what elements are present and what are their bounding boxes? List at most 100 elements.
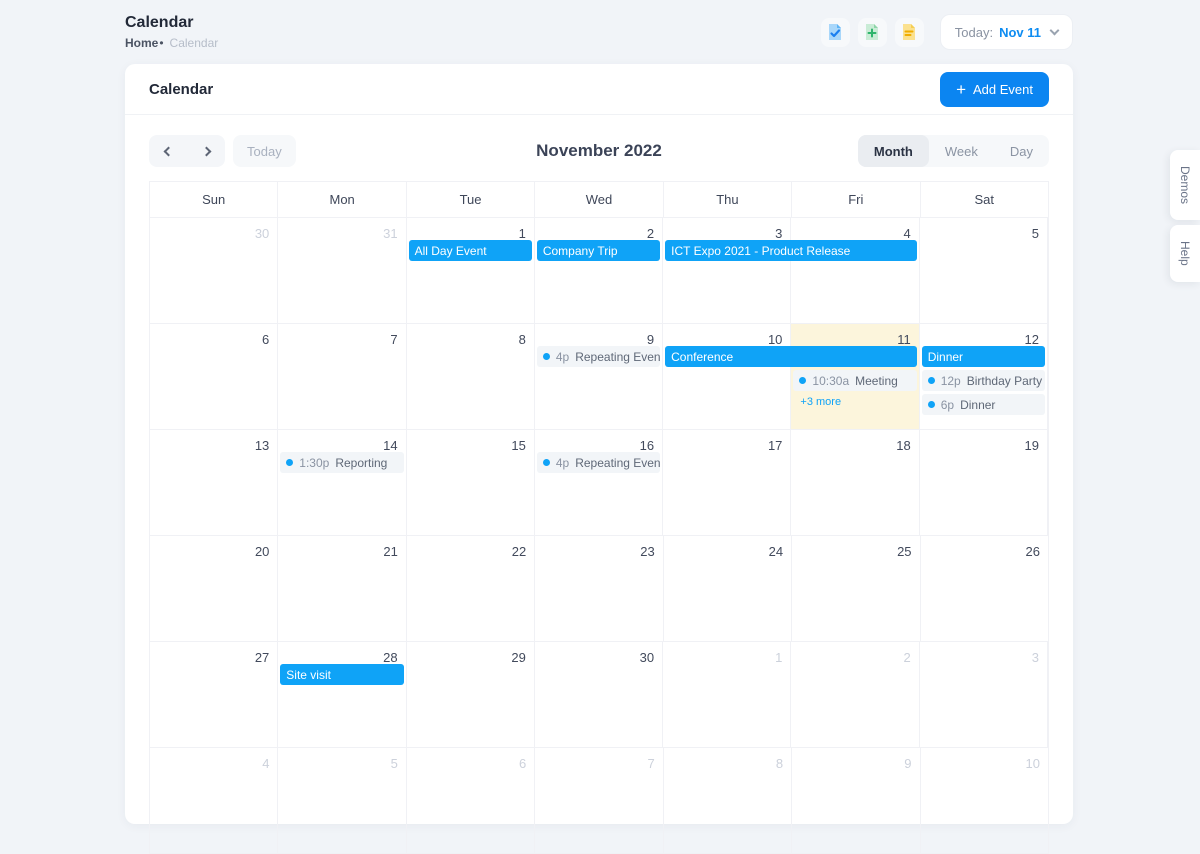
day-number: 7 bbox=[647, 756, 655, 771]
day-cell[interactable]: 27 bbox=[150, 642, 279, 747]
event-bar[interactable]: Conference bbox=[665, 346, 917, 367]
day-number: 9 bbox=[646, 332, 655, 347]
day-cell[interactable]: 23 bbox=[535, 536, 664, 641]
page-heading: Calendar Home• Calendar bbox=[125, 14, 218, 50]
event-bar[interactable]: ICT Expo 2021 - Product Release bbox=[665, 240, 917, 261]
day-cell[interactable]: 30 bbox=[535, 642, 664, 747]
day-number: 10 bbox=[767, 332, 783, 347]
event-title: Repeating Event bbox=[575, 349, 661, 364]
day-number: 2 bbox=[646, 226, 655, 241]
day-number: 25 bbox=[897, 544, 912, 559]
today-date-dropdown[interactable]: Today: Nov 11 bbox=[939, 14, 1073, 50]
prev-next-group bbox=[149, 135, 225, 167]
day-cell[interactable]: 12 bbox=[920, 324, 1048, 429]
top-header: Calendar Home• Calendar bbox=[125, 0, 1073, 64]
day-number: 23 bbox=[640, 544, 655, 559]
day-number: 5 bbox=[390, 756, 398, 771]
add-event-button[interactable]: + Add Event bbox=[940, 71, 1049, 107]
day-cell[interactable]: 9 bbox=[535, 324, 664, 429]
day-cell[interactable]: 9 bbox=[792, 748, 921, 853]
prev-month-button[interactable] bbox=[149, 135, 187, 167]
day-cell[interactable]: 2 bbox=[791, 642, 920, 747]
day-cell[interactable]: 24 bbox=[664, 536, 793, 641]
day-cell[interactable]: 6 bbox=[407, 748, 536, 853]
day-number: 28 bbox=[383, 650, 398, 665]
day-cell[interactable]: 10 bbox=[921, 748, 1048, 853]
day-cell[interactable]: 6 bbox=[150, 324, 279, 429]
day-cell[interactable]: 29 bbox=[407, 642, 535, 747]
day-cell[interactable]: 4 bbox=[791, 218, 920, 323]
day-cell[interactable]: 3 bbox=[920, 642, 1048, 747]
event-dot-icon bbox=[799, 377, 807, 384]
day-header: Tue bbox=[407, 182, 536, 217]
day-cell[interactable]: 30 bbox=[150, 218, 279, 323]
add-event-label: Add Event bbox=[973, 81, 1033, 97]
view-week-button[interactable]: Week bbox=[929, 135, 994, 167]
side-tab-demos[interactable]: Demos bbox=[1170, 150, 1200, 221]
day-cell[interactable]: 3 bbox=[663, 218, 792, 323]
view-day-button[interactable]: Day bbox=[994, 135, 1049, 167]
event-pill[interactable]: 12p Birthday Party bbox=[921, 370, 1045, 391]
more-events-link[interactable]: +3 more bbox=[800, 396, 842, 408]
today-button[interactable]: Today bbox=[233, 135, 296, 167]
day-header: Mon bbox=[278, 182, 407, 217]
day-cell[interactable]: 19 bbox=[920, 430, 1048, 535]
side-tabs: Demos Help bbox=[1170, 150, 1200, 282]
side-tab-help[interactable]: Help bbox=[1170, 225, 1200, 282]
day-cell[interactable]: 13 bbox=[150, 430, 279, 535]
event-dot-icon bbox=[542, 459, 550, 466]
day-number: 8 bbox=[518, 332, 526, 347]
day-cell[interactable]: 10 bbox=[663, 324, 792, 429]
day-cell[interactable]: 5 bbox=[920, 218, 1048, 323]
day-cell[interactable]: 22 bbox=[407, 536, 536, 641]
day-cell[interactable]: 1 bbox=[663, 642, 792, 747]
day-cell[interactable]: 2 bbox=[535, 218, 664, 323]
event-time: 10:30a bbox=[812, 373, 850, 388]
day-cell[interactable]: 21 bbox=[278, 536, 407, 641]
file-text-button[interactable] bbox=[894, 17, 924, 47]
breadcrumb-separator: • bbox=[159, 36, 164, 50]
day-cell[interactable]: 20 bbox=[150, 536, 279, 641]
next-month-button[interactable] bbox=[187, 135, 225, 167]
day-cell[interactable]: 8 bbox=[664, 748, 793, 853]
day-cell[interactable]: 31 bbox=[278, 218, 407, 323]
event-bar[interactable]: All Day Event bbox=[408, 240, 532, 261]
event-pill[interactable]: 4p Repeating Event bbox=[536, 452, 661, 473]
event-bar[interactable]: Company Trip bbox=[536, 240, 661, 261]
file-plus-button[interactable] bbox=[857, 17, 887, 47]
day-cell[interactable]: 1 bbox=[407, 218, 535, 323]
file-check-button[interactable] bbox=[820, 17, 850, 47]
event-pill[interactable]: 1:30p Reporting bbox=[280, 452, 404, 473]
day-number: 11 bbox=[897, 332, 911, 347]
day-cell[interactable]: 26 bbox=[921, 536, 1048, 641]
event-bar[interactable]: Dinner bbox=[921, 346, 1045, 367]
day-cell[interactable]: 17 bbox=[663, 430, 792, 535]
event-pill[interactable]: 4p Repeating Event bbox=[536, 346, 661, 367]
day-cell[interactable]: 7 bbox=[278, 324, 407, 429]
event-pill[interactable]: 10:30a Meeting bbox=[793, 370, 917, 391]
day-header: Sat bbox=[974, 192, 994, 207]
day-cell[interactable]: 8 bbox=[407, 324, 535, 429]
day-cell[interactable]: 14 bbox=[278, 430, 407, 535]
calendar-week-row: 6 7 8 9 10 11 12 4p Repeating Event Conference 10:… bbox=[150, 324, 1048, 430]
day-cell[interactable]: 4 bbox=[150, 748, 279, 853]
day-number: 4 bbox=[903, 226, 911, 241]
day-number: 4 bbox=[262, 756, 270, 771]
event-pill[interactable]: 6p Dinner bbox=[921, 394, 1045, 415]
event-bar[interactable]: Site visit bbox=[280, 664, 404, 685]
day-cell[interactable]: 18 bbox=[791, 430, 920, 535]
breadcrumb-home-link[interactable]: Home bbox=[125, 36, 159, 50]
card-title: Calendar bbox=[149, 80, 214, 98]
day-cell[interactable]: 28 bbox=[278, 642, 407, 747]
day-cell[interactable]: 25 bbox=[792, 536, 921, 641]
day-number: 29 bbox=[511, 650, 526, 665]
day-cell[interactable]: 7 bbox=[535, 748, 664, 853]
day-number: 9 bbox=[904, 756, 912, 771]
event-time: 4p bbox=[555, 349, 570, 364]
day-cell[interactable]: 15 bbox=[407, 430, 535, 535]
day-cell[interactable]: 5 bbox=[278, 748, 407, 853]
day-cell[interactable]: 16 bbox=[535, 430, 664, 535]
day-number: 26 bbox=[1025, 544, 1040, 559]
day-number: 3 bbox=[775, 226, 783, 241]
view-month-button[interactable]: Month bbox=[857, 135, 929, 167]
